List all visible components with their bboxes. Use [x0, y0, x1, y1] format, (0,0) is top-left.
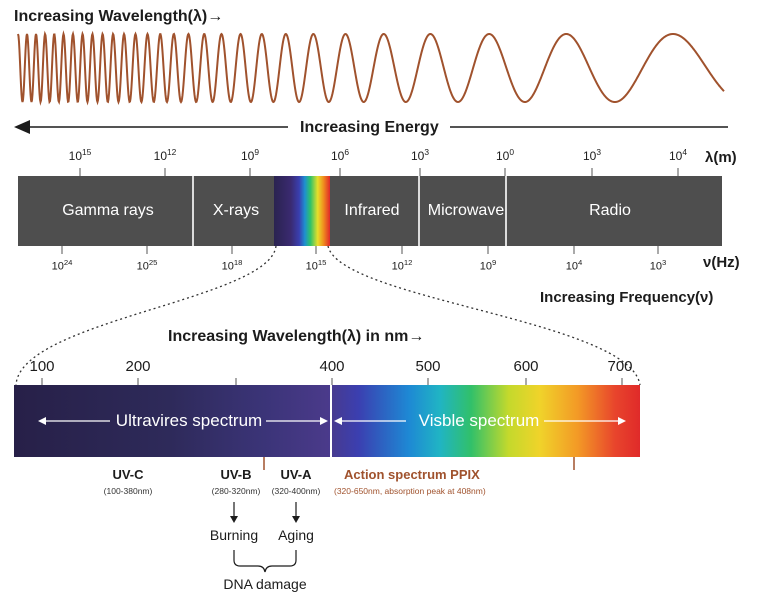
- wavelength-tick-4: 103: [410, 147, 430, 163]
- visible-strip: [274, 176, 330, 246]
- frequency-tick-3: 1015: [305, 258, 327, 273]
- wavelength-unit: λ(m): [705, 149, 737, 166]
- wavelength-tick-7: 104: [668, 147, 688, 163]
- wavelength-tick-5: 100: [495, 147, 515, 163]
- band-divider: [505, 176, 507, 246]
- uv-visible-divider: [330, 385, 332, 457]
- frequency-tick-5: 109: [479, 258, 497, 273]
- wavelength-tick-0: 1015: [68, 147, 92, 163]
- action-spectrum-range: (320-650nm, absorption peak at 408nm): [334, 486, 486, 496]
- band-microwave: Microwave: [427, 202, 505, 219]
- uv-span-arrows: [38, 417, 626, 425]
- wavelength-tick-3: 106: [330, 147, 350, 163]
- uv-b-title: UV-B: [220, 467, 252, 482]
- frequency-tick-2: 1018: [221, 258, 243, 273]
- zoom-line-right: [327, 245, 641, 386]
- energy-label: Increasing Energy: [300, 119, 439, 136]
- em-spectrum-bar: Gamma rays X-rays Infrared Microwave Rad…: [18, 176, 722, 246]
- frequency-tick-1: 1025: [136, 258, 158, 273]
- zoom-line-left: [15, 245, 277, 386]
- uv-b-range: (280-320nm): [211, 486, 261, 496]
- energy-arrowhead: [14, 120, 30, 134]
- wavelength-tick-1: 1012: [153, 147, 177, 163]
- uv-a-range: (320-400nm): [271, 486, 321, 496]
- band-gamma-rays: Gamma rays: [62, 202, 154, 219]
- top-wavelength-title: Increasing Wavelength(λ)→: [14, 8, 224, 25]
- nm-title: Increasing Wavelength(λ) in nm→: [168, 328, 425, 345]
- uv-a-title: UV-A: [280, 467, 312, 482]
- burning-arrowhead: [230, 516, 238, 523]
- uv-c-range: (100-380nm): [103, 486, 153, 496]
- nm-tick-100: 100: [29, 358, 55, 375]
- wavelength-tick-6: 103: [582, 147, 602, 163]
- burning-label: Burning: [209, 527, 259, 543]
- uv-spectrum-label: Ultravires spectrum: [115, 411, 263, 430]
- band-divider: [418, 176, 420, 246]
- frequency-tick-0: 1024: [51, 258, 73, 273]
- nm-tick-500: 500: [415, 358, 441, 375]
- wave-graphic: [14, 30, 728, 134]
- visible-spectrum-label: Visble spectrum: [418, 411, 540, 430]
- uv-c-title: UV-C: [112, 467, 144, 482]
- dna-damage-label: DNA damage: [223, 576, 307, 592]
- band-x-rays: X-rays: [212, 202, 260, 219]
- band-infrared: Infrared: [344, 202, 400, 219]
- aging-arrowhead: [292, 516, 300, 523]
- wave-line: [17, 30, 725, 106]
- nm-tick-600: 600: [513, 358, 539, 375]
- wavelength-tick-2: 109: [240, 147, 260, 163]
- frequency-unit: ν(Hz): [703, 254, 740, 271]
- frequency-label: Increasing Frequency(ν): [540, 289, 714, 306]
- nm-tick-400: 400: [319, 358, 345, 375]
- nm-tick-700: 700: [607, 358, 633, 375]
- band-radio: Radio: [589, 202, 631, 219]
- frequency-tick-6: 104: [565, 258, 583, 273]
- band-divider: [192, 176, 194, 246]
- frequency-tick-7: 103: [649, 258, 667, 273]
- dna-brace: [233, 550, 297, 573]
- action-spectrum-title: Action spectrum PPIX: [344, 467, 480, 482]
- nm-tick-200: 200: [125, 358, 151, 375]
- aging-label: Aging: [278, 527, 314, 543]
- detailed-spectrum-bar: Ultravires spectrum Visble spectrum: [14, 385, 640, 457]
- frequency-tick-4: 1012: [391, 258, 413, 273]
